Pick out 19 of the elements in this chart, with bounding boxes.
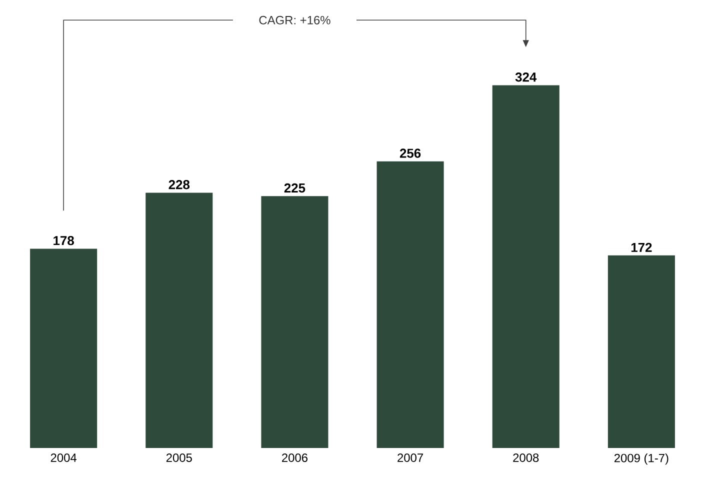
- bar: [146, 192, 213, 448]
- bar: [376, 161, 444, 448]
- x-tick-label: 2006: [282, 454, 308, 462]
- x-tick-label: 2009 (1-7): [614, 454, 668, 465]
- data-label: 178: [54, 236, 74, 246]
- data-label: 324: [515, 72, 537, 82]
- data-label: 228: [168, 180, 190, 190]
- bar: [30, 248, 98, 448]
- x-tick-label: 2007: [398, 454, 423, 462]
- bar: [492, 85, 560, 448]
- bar: [261, 196, 328, 448]
- bar: [608, 255, 675, 448]
- data-label: 172: [631, 242, 652, 252]
- text: CAGR: +16%: [259, 16, 330, 24]
- x-tick-label: 2005: [166, 454, 192, 462]
- data-label: 225: [284, 183, 306, 193]
- data-label: 256: [400, 148, 421, 158]
- x-tick-label: 2004: [50, 454, 77, 462]
- x-tick-label: 2008: [513, 454, 539, 462]
